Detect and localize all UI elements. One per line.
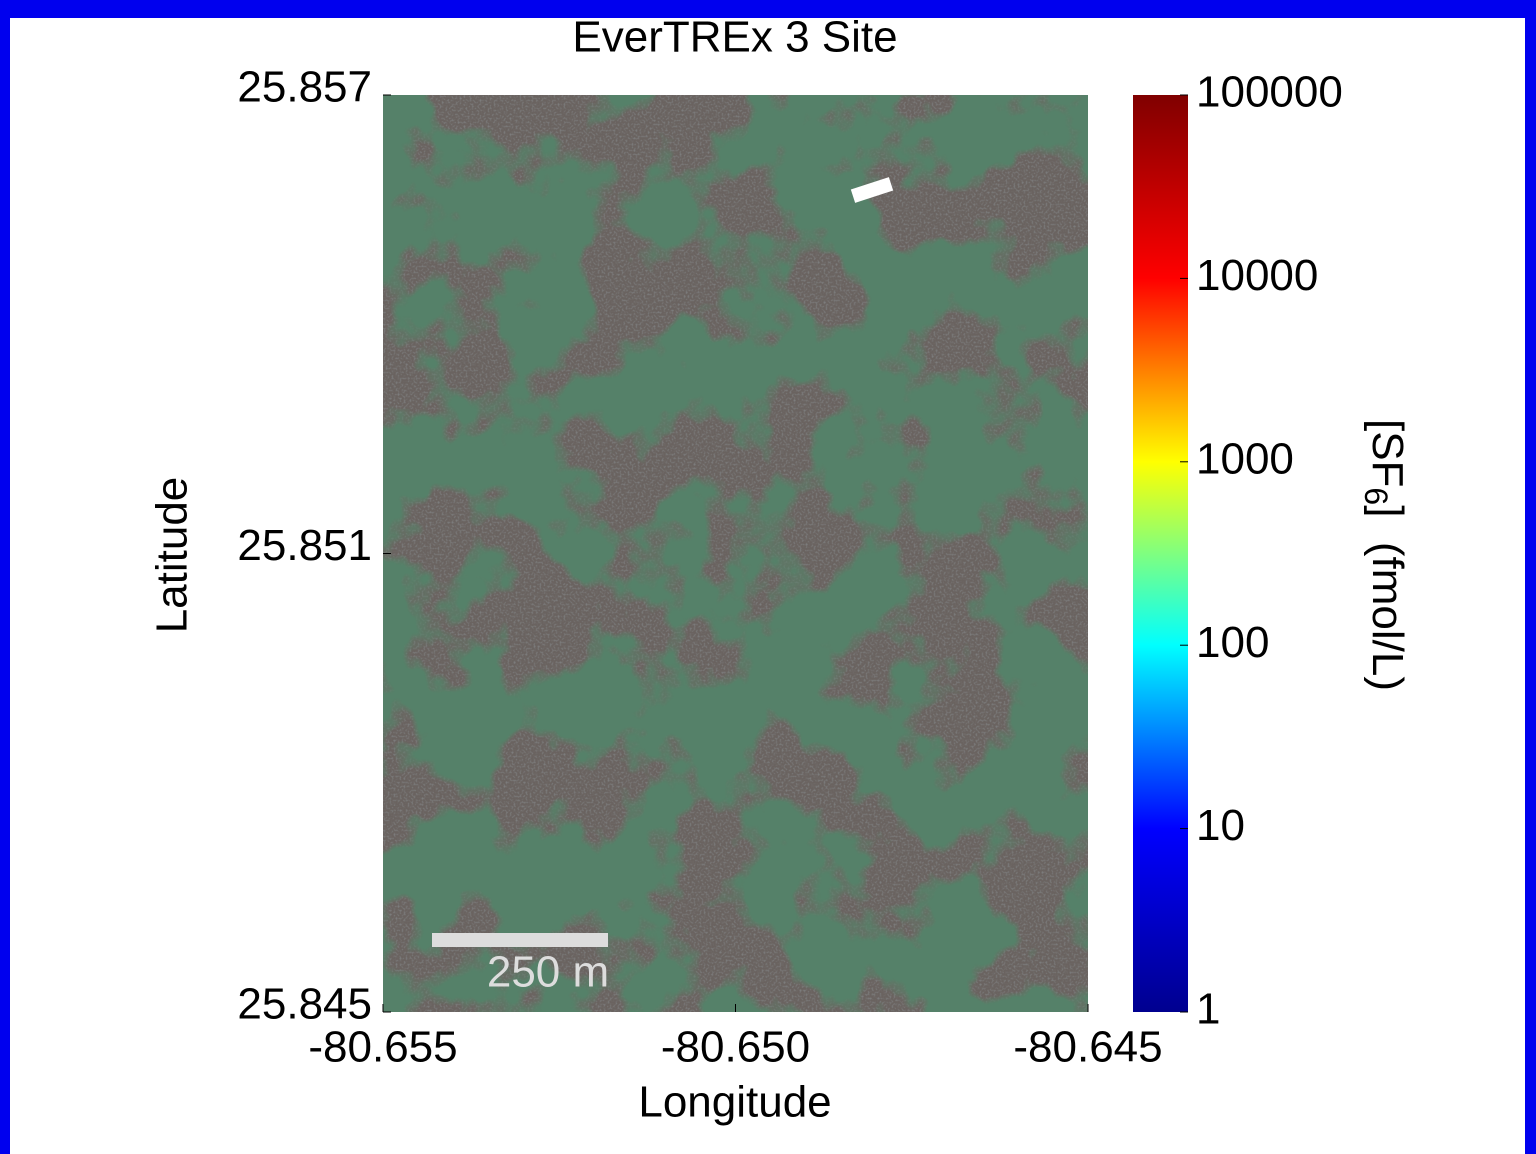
chart-title: EverTREx 3 Site [572,13,897,62]
x-axis-label: Longitude [638,1078,831,1127]
x-tick-label: -80.645 [1013,1023,1162,1072]
x-tick-label: -80.650 [661,1023,810,1072]
y-tick-label: 25.845 [237,980,372,1029]
satellite-image [383,95,1088,1012]
colorbar-tick-label: 100000 [1196,68,1343,117]
y-tick-label: 25.851 [237,521,372,570]
colorbar-tick-label: 100 [1196,618,1269,667]
colorbar-label-suffix: ] (fmol/L) [1363,505,1412,691]
page: {"chart_data": { "type": "image", "title… [0,0,1536,1154]
colorbar [1133,95,1188,1012]
colorbar-tick-label: 1000 [1196,434,1294,483]
colorbar-tick-label: 10000 [1196,251,1318,300]
colorbar-tick-label: 10 [1196,801,1245,850]
x-tick-label: -80.655 [308,1023,457,1072]
colorbar-label-subscript: 6 [1358,487,1394,505]
colorbar-label: [SF6] (fmol/L) [1358,419,1413,691]
scale-label: 250 m [487,948,609,997]
colorbar-tick-label: 1 [1196,985,1220,1034]
colorbar-label-text: [SF [1363,419,1412,487]
chart: EverTREx 3 Site Longitude Latitude 250 m… [0,0,1536,1154]
y-axis-label: Latitude [148,477,197,634]
y-tick-label: 25.857 [237,63,372,112]
